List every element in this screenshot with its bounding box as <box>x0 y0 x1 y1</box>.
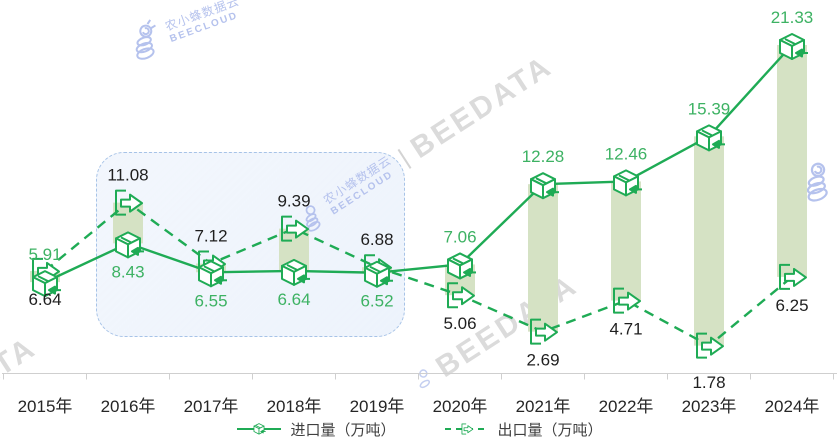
export-point-icon[interactable] <box>281 215 309 242</box>
year-label: 2022年 <box>599 397 654 416</box>
export-value-label: 6.64 <box>28 290 61 309</box>
highlight-region-2016-2019 <box>96 152 405 337</box>
year-label: 2017年 <box>184 397 239 416</box>
year-label: 2023年 <box>682 397 737 416</box>
legend-import-marker-icon <box>237 423 282 435</box>
import-value-label: 21.33 <box>771 8 814 27</box>
import-point-icon[interactable] <box>364 260 393 288</box>
legend-export-label: 出口量（万吨） <box>497 421 603 439</box>
export-point-icon[interactable] <box>115 189 143 216</box>
import-value-label: 6.55 <box>194 291 227 310</box>
import-point-icon[interactable] <box>281 258 310 286</box>
import-point-icon[interactable] <box>696 124 725 152</box>
legend-export-glyph-icon <box>461 423 473 435</box>
import-point-icon[interactable] <box>779 33 808 61</box>
import-value-label: 12.28 <box>522 147 565 166</box>
import-value-label: 7.06 <box>443 227 476 246</box>
import-point-icon[interactable] <box>198 260 227 288</box>
export-value-label: 1.78 <box>692 373 725 392</box>
export-value-label: 4.71 <box>609 320 642 339</box>
year-label: 2015年 <box>18 397 73 416</box>
import-point-icon[interactable] <box>32 270 61 298</box>
import-point-icon[interactable] <box>447 252 476 280</box>
year-label: 2018年 <box>267 397 322 416</box>
year-label: 2020年 <box>433 397 488 416</box>
export-value-label: 5.06 <box>443 314 476 333</box>
export-value-label: 9.39 <box>277 192 310 211</box>
export-point-icon[interactable] <box>613 287 641 314</box>
export-point-icon[interactable] <box>696 332 724 359</box>
import-value-label: 6.52 <box>360 292 393 311</box>
export-value-label: 6.88 <box>360 230 393 249</box>
import-value-label: 15.39 <box>688 99 731 118</box>
year-label: 2019年 <box>350 397 405 416</box>
year-label: 2016年 <box>101 397 156 416</box>
import-value-label: 12.46 <box>605 144 648 163</box>
year-label: 2024年 <box>765 397 820 416</box>
export-value-label: 11.08 <box>107 166 148 185</box>
legend-import-label: 进口量（万吨） <box>290 421 396 439</box>
year-label: 2021年 <box>516 397 571 416</box>
export-point-icon[interactable] <box>530 318 558 345</box>
export-line <box>44 201 793 348</box>
export-value-label: 2.69 <box>526 351 559 370</box>
export-value-label: 7.12 <box>194 227 227 246</box>
legend-import-glyph-icon <box>254 423 267 435</box>
export-value-label: 6.25 <box>775 296 808 315</box>
range-bar <box>694 136 724 346</box>
import-value-label: 6.64 <box>277 290 310 309</box>
range-bar <box>528 184 558 332</box>
legend-export-marker-icon <box>444 423 489 435</box>
import-point-icon[interactable] <box>530 172 559 200</box>
range-bar <box>777 45 807 277</box>
legend-item-import[interactable]: 进口量（万吨） <box>236 419 396 440</box>
import-point-icon[interactable] <box>115 231 144 259</box>
export-point-icon[interactable] <box>779 263 807 290</box>
import-line <box>44 44 793 284</box>
range-bar <box>611 181 641 301</box>
export-point-icon[interactable] <box>447 282 475 309</box>
import-value-label: 8.43 <box>111 262 144 281</box>
import-point-icon[interactable] <box>613 169 642 197</box>
import-value-label: 5.91 <box>28 245 61 264</box>
legend: 进口量（万吨） 出口量（万吨） <box>0 416 839 442</box>
legend-item-export[interactable]: 出口量（万吨） <box>444 419 603 440</box>
